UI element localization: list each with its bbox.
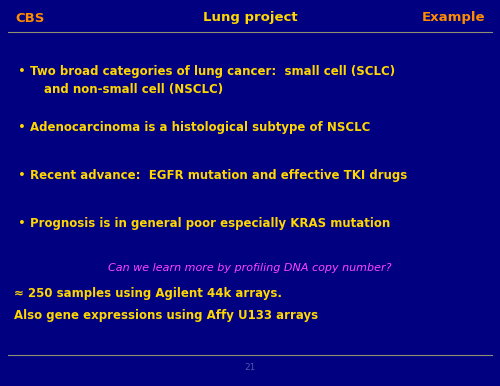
- Text: Prognosis is in general poor especially KRAS mutation: Prognosis is in general poor especially …: [30, 217, 390, 230]
- Text: Recent advance:  EGFR mutation and effective TKI drugs: Recent advance: EGFR mutation and effect…: [30, 169, 407, 183]
- Text: Example: Example: [422, 12, 485, 24]
- Text: Two broad categories of lung cancer:  small cell (SCLC): Two broad categories of lung cancer: sma…: [30, 66, 395, 78]
- Text: 21: 21: [244, 364, 256, 372]
- Text: •: •: [18, 122, 26, 134]
- Text: Lung project: Lung project: [202, 12, 298, 24]
- Text: •: •: [18, 169, 26, 183]
- Text: •: •: [18, 66, 26, 78]
- Text: and non-small cell (NSCLC): and non-small cell (NSCLC): [44, 83, 223, 96]
- Text: Can we learn more by profiling DNA copy number?: Can we learn more by profiling DNA copy …: [108, 263, 392, 273]
- Text: ≈ 250 samples using Agilent 44k arrays.: ≈ 250 samples using Agilent 44k arrays.: [14, 286, 282, 300]
- Text: CBS: CBS: [15, 12, 44, 24]
- Text: •: •: [18, 217, 26, 230]
- Text: Also gene expressions using Affy U133 arrays: Also gene expressions using Affy U133 ar…: [14, 310, 318, 322]
- Text: Adenocarcinoma is a histological subtype of NSCLC: Adenocarcinoma is a histological subtype…: [30, 122, 370, 134]
